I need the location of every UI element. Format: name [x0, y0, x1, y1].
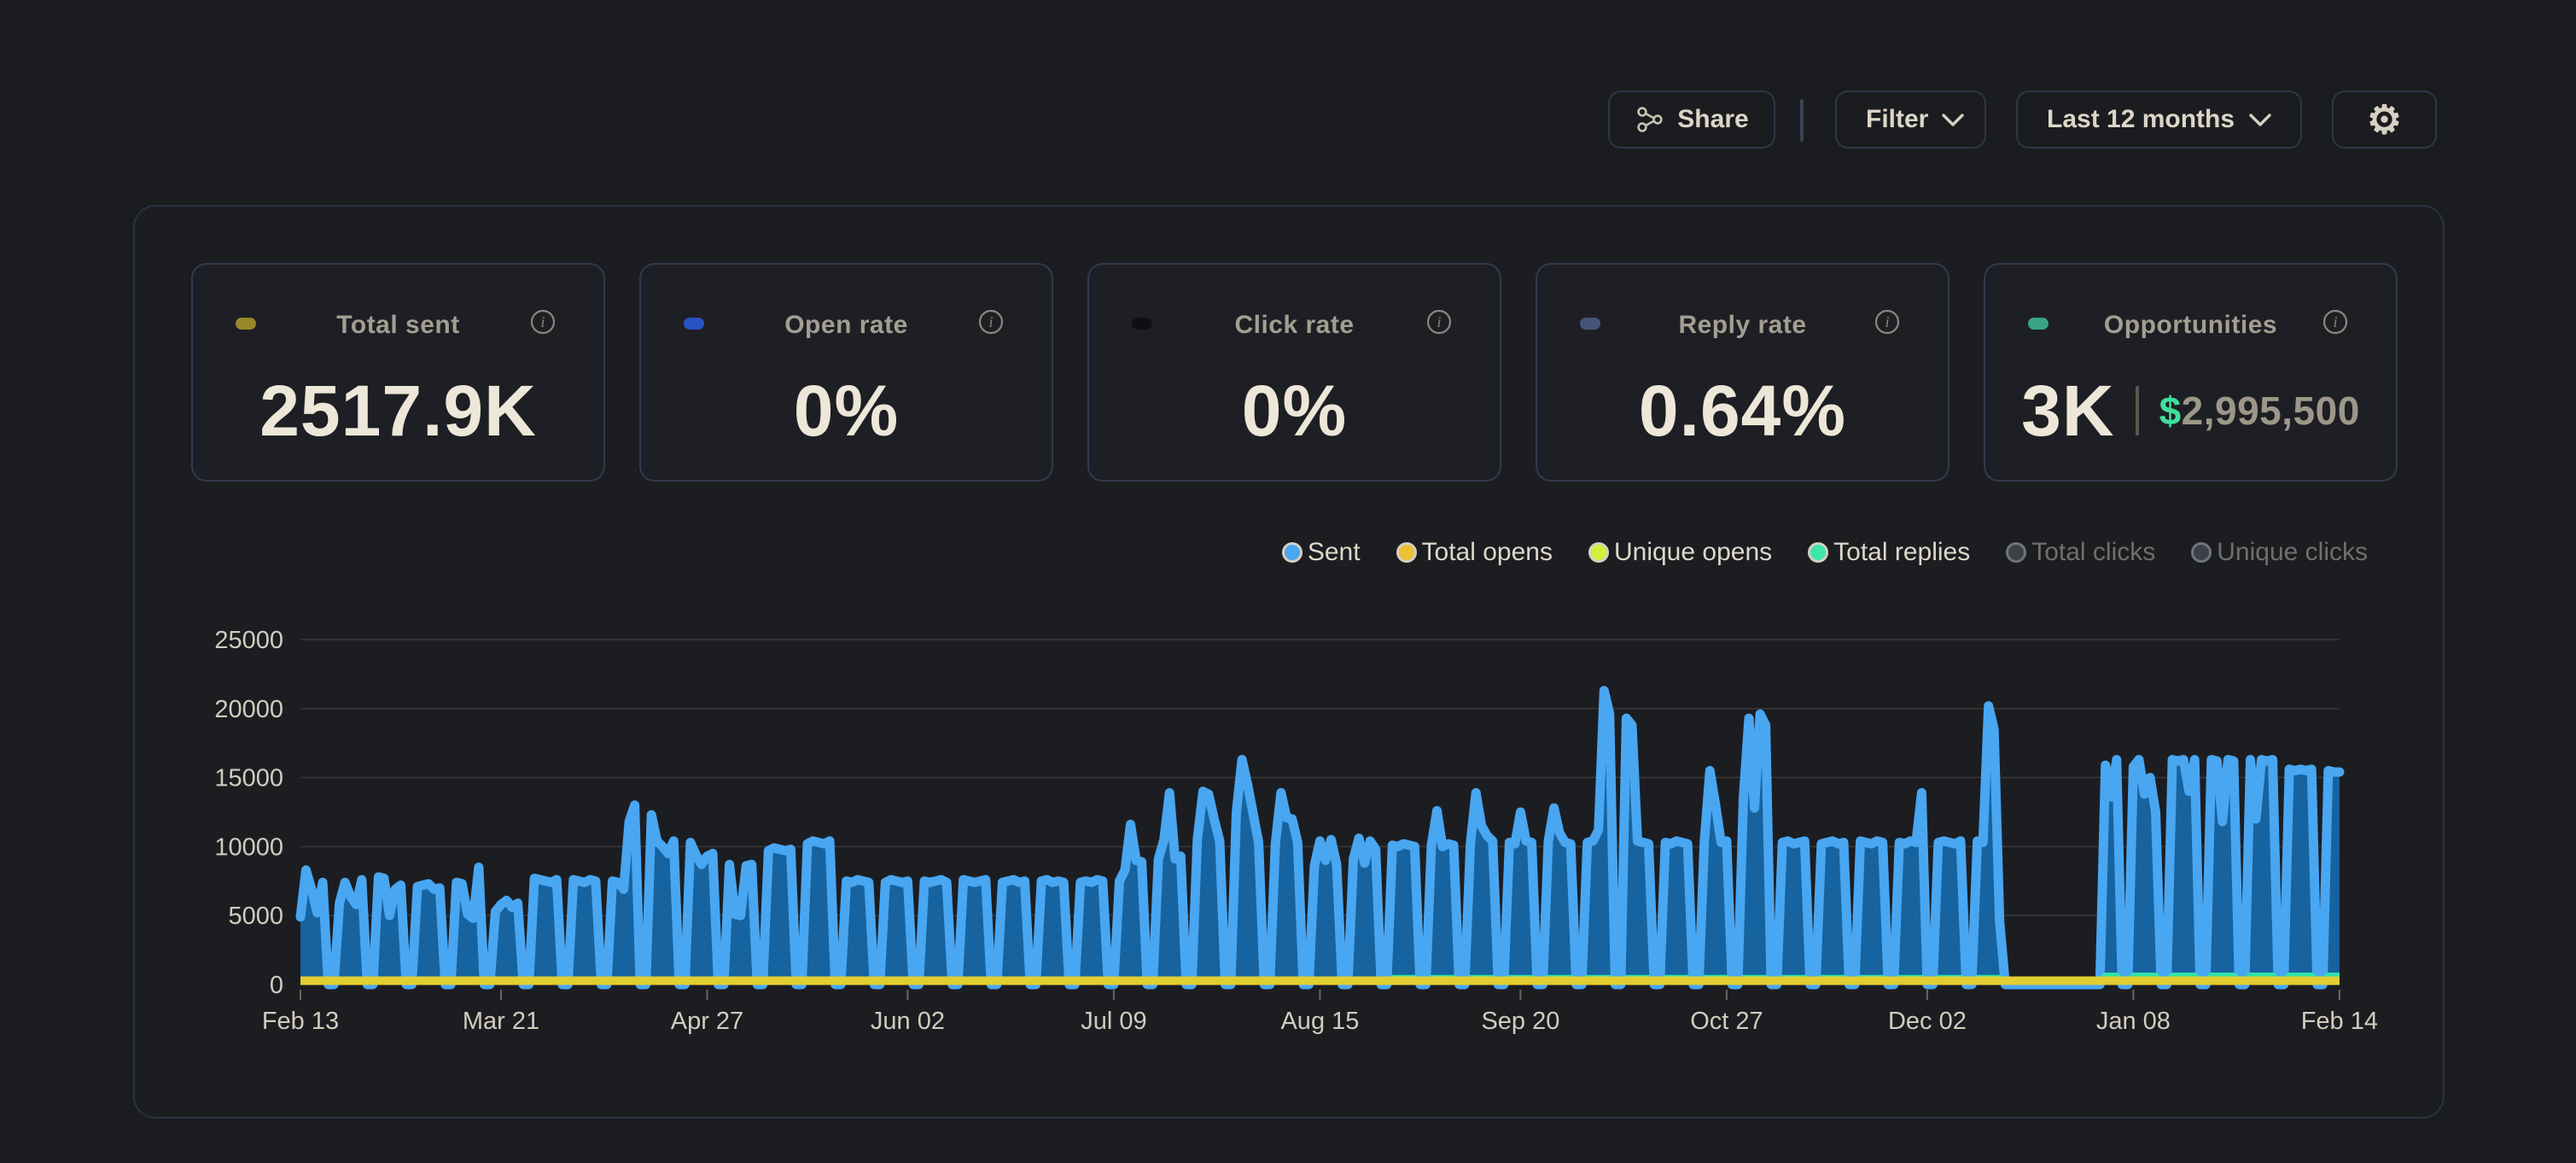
- info-icon[interactable]: i: [978, 309, 1004, 335]
- legend-dot: [2006, 542, 2027, 563]
- svg-text:5000: 5000: [228, 903, 283, 930]
- legend-item-unique-opens[interactable]: Unique opens: [1588, 538, 1772, 567]
- svg-text:Sep 20: Sep 20: [1481, 1008, 1559, 1035]
- legend-dot: [1281, 542, 1303, 563]
- legend-label: Total clicks: [2031, 538, 2156, 566]
- legend-item-total-opens[interactable]: Total opens: [1396, 538, 1553, 567]
- filter-dropdown[interactable]: Filter: [1835, 91, 1986, 149]
- legend-dot: [1396, 542, 1417, 563]
- opportunities-amount: $2,995,500: [2159, 388, 2360, 434]
- legend-item-total-replies[interactable]: Total replies: [1808, 538, 1970, 567]
- svg-text:Feb 14: Feb 14: [2301, 1008, 2378, 1035]
- svg-text:i: i: [1885, 313, 1889, 330]
- legend-dot: [2191, 542, 2212, 563]
- stat-card-title: Opportunities: [2103, 311, 2278, 339]
- svg-text:Mar 21: Mar 21: [463, 1008, 539, 1035]
- stat-card-value: 0%: [1241, 370, 1348, 451]
- stat-card-opportunities: Opportunities i 3K $2,995,500: [1984, 263, 2398, 482]
- value-divider: [2135, 386, 2139, 435]
- svg-text:10000: 10000: [214, 833, 283, 861]
- analytics-panel: Total sent i 2517.9K Open rate i 0% Clic…: [133, 205, 2445, 1119]
- legend-item-unique-clicks[interactable]: Unique clicks: [2191, 538, 2368, 567]
- stat-card-title: Reply rate: [1678, 311, 1807, 339]
- stat-card-value: 3K $2,995,500: [1985, 364, 2396, 458]
- svg-text:Jul 09: Jul 09: [1081, 1008, 1146, 1035]
- stat-card-open-rate: Open rate i 0%: [639, 263, 1053, 482]
- svg-text:Oct 27: Oct 27: [1690, 1008, 1763, 1035]
- svg-text:i: i: [988, 313, 993, 330]
- svg-text:20000: 20000: [214, 696, 283, 723]
- stat-card-total-sent: Total sent i 2517.9K: [191, 263, 605, 482]
- gear-icon: ⚙: [2366, 97, 2403, 142]
- stat-card-value: 0%: [793, 370, 900, 451]
- series-toggle-pill[interactable]: [1580, 318, 1600, 330]
- legend-label: Total replies: [1833, 538, 1971, 566]
- share-button[interactable]: Share: [1608, 91, 1775, 149]
- svg-text:Jun 02: Jun 02: [871, 1008, 945, 1035]
- date-range-dropdown[interactable]: Last 12 months: [2016, 91, 2302, 149]
- svg-text:Aug 15: Aug 15: [1280, 1008, 1359, 1035]
- legend-label: Unique opens: [1613, 538, 1773, 566]
- series-toggle-pill[interactable]: [684, 318, 704, 330]
- amount-text: 2,995,500: [2181, 389, 2360, 433]
- svg-text:i: i: [2333, 313, 2337, 330]
- legend-label: Total opens: [1421, 538, 1553, 566]
- stat-card-value: 2517.9K: [259, 370, 537, 451]
- svg-text:25000: 25000: [214, 627, 283, 654]
- sends-over-time-chart[interactable]: 0 5000 10000 15000 20000 25000 Feb 13 Mar 21 Apr…: [203, 627, 2388, 1092]
- stat-card-title: Open rate: [784, 311, 908, 339]
- chevron-down-icon: [1942, 113, 1965, 126]
- stat-card-value: 0.64%: [1638, 370, 1847, 451]
- svg-text:Apr 27: Apr 27: [671, 1008, 743, 1035]
- info-icon[interactable]: i: [1426, 309, 1452, 335]
- svg-text:0: 0: [270, 972, 283, 999]
- svg-text:Dec 02: Dec 02: [1888, 1008, 1967, 1035]
- toolbar-divider: [1800, 99, 1804, 142]
- currency-symbol: $: [2159, 389, 2182, 433]
- stat-card-click-rate: Click rate i 0%: [1087, 263, 1501, 482]
- settings-button[interactable]: ⚙: [2332, 91, 2437, 149]
- legend-item-total-clicks[interactable]: Total clicks: [2006, 538, 2155, 567]
- info-icon[interactable]: i: [2322, 309, 2348, 335]
- info-icon[interactable]: i: [530, 309, 556, 335]
- stat-card-title: Total sent: [336, 311, 460, 339]
- series-toggle-pill[interactable]: [1132, 318, 1152, 330]
- legend-dot: [1588, 542, 1609, 563]
- opportunities-count: 3K: [2021, 370, 2115, 451]
- chart-legend: Sent Total opens Unique opens Total repl…: [1281, 538, 2368, 567]
- series-toggle-pill[interactable]: [236, 318, 256, 330]
- info-icon[interactable]: i: [1874, 309, 1900, 335]
- svg-text:i: i: [540, 313, 545, 330]
- legend-item-sent[interactable]: Sent: [1281, 538, 1361, 567]
- legend-label: Unique clicks: [2217, 538, 2368, 566]
- date-range-label: Last 12 months: [2047, 105, 2235, 133]
- svg-text:i: i: [1437, 313, 1441, 330]
- filter-label: Filter: [1866, 105, 1929, 133]
- share-network-icon: [1635, 105, 1664, 134]
- series-toggle-pill[interactable]: [2028, 318, 2049, 330]
- stat-card-title: Click rate: [1234, 311, 1355, 339]
- svg-text:Feb 13: Feb 13: [262, 1008, 339, 1035]
- legend-dot: [1808, 542, 1829, 563]
- share-label: Share: [1677, 105, 1749, 133]
- stat-card-reply-rate: Reply rate i 0.64%: [1536, 263, 1949, 482]
- chevron-down-icon: [2249, 113, 2271, 126]
- legend-label: Sent: [1307, 538, 1361, 566]
- svg-text:15000: 15000: [214, 765, 283, 792]
- svg-text:Jan 08: Jan 08: [2096, 1008, 2171, 1035]
